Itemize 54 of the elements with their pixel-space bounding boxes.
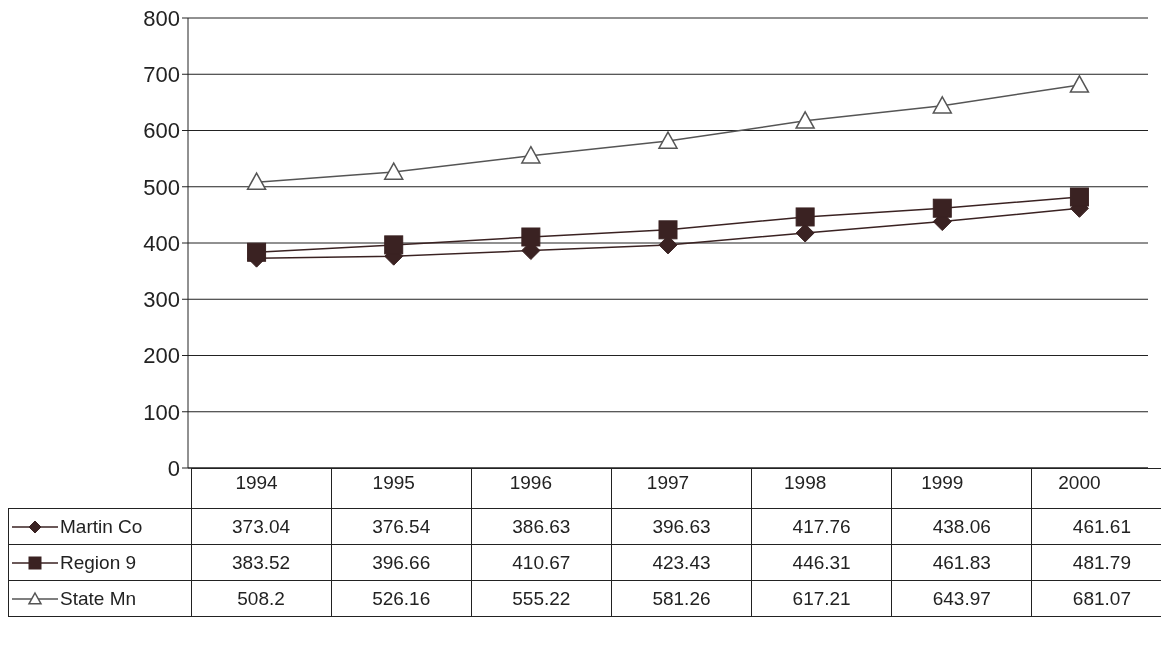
data-label: 417.76	[751, 508, 892, 545]
data-label: 376.54	[331, 508, 472, 545]
x-tick-label: 1996	[509, 472, 552, 494]
data-label: 526.16	[331, 580, 472, 617]
data-label: 555.22	[471, 580, 612, 617]
data-label: 481.79	[1031, 544, 1161, 581]
y-tick-label: 100	[143, 399, 180, 425]
data-label: 643.97	[891, 580, 1032, 617]
x-tick-label: 1994	[235, 472, 279, 494]
x-tick-label: 1999	[921, 472, 964, 494]
data-label: 396.63	[611, 508, 752, 545]
legend-label: Martin Co	[60, 515, 143, 537]
point	[795, 111, 815, 129]
point	[1069, 187, 1089, 207]
point	[658, 220, 678, 240]
y-tick-label: 600	[143, 118, 180, 144]
point	[247, 242, 267, 262]
point	[521, 227, 541, 247]
data-label: 438.06	[891, 508, 1032, 545]
x-tick-label: 1995	[372, 472, 415, 494]
legend-label: Region 9	[60, 551, 137, 573]
x-tick-label: 1997	[646, 472, 690, 494]
point	[795, 207, 815, 227]
point	[246, 172, 267, 191]
point	[932, 198, 952, 218]
point	[658, 131, 678, 149]
y-tick-label: 400	[143, 230, 180, 256]
data-label: 461.61	[1031, 508, 1161, 545]
data-label: 617.21	[751, 580, 892, 617]
data-label: 581.26	[611, 580, 752, 617]
legend-label: State Mn	[60, 587, 137, 609]
data-label: 508.2	[191, 580, 332, 617]
data-label: 396.66	[331, 544, 472, 581]
data-label: 681.07	[1031, 580, 1161, 617]
point	[1069, 75, 1090, 93]
x-tick-label: 1998	[784, 472, 827, 494]
data-label: 373.04	[191, 508, 332, 545]
point	[383, 162, 404, 180]
point	[384, 235, 404, 255]
data-label: 461.83	[891, 544, 1032, 581]
data-label: 423.43	[611, 544, 752, 581]
y-tick-label: 200	[143, 343, 180, 369]
y-tick-label: 700	[143, 62, 180, 88]
x-tick-label: 2000	[1058, 472, 1101, 494]
data-label: 446.31	[751, 544, 892, 581]
y-tick-label: 0	[167, 455, 180, 481]
point	[521, 145, 541, 164]
data-label: 386.63	[471, 508, 612, 545]
y-tick-label: 300	[143, 287, 180, 313]
y-tick-label: 500	[143, 174, 180, 200]
data-label: 410.67	[471, 544, 612, 581]
point	[932, 96, 953, 114]
y-tick-label: 800	[143, 5, 180, 31]
data-label: 383.52	[191, 544, 332, 581]
